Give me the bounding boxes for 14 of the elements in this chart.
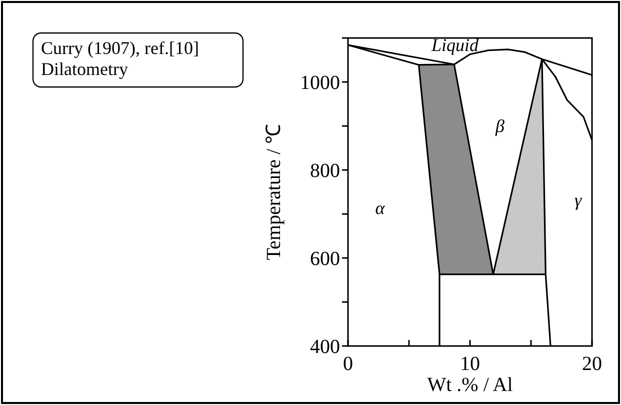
- text: Curry (1907), ref.[10] Dilatometry: [41, 38, 199, 79]
- x-tick-label: 10: [460, 353, 480, 375]
- y-tick-label: 400: [310, 336, 340, 358]
- y-tick-label: 800: [310, 160, 340, 182]
- y-tick-label: 1000: [300, 72, 340, 94]
- annotation: β: [494, 116, 505, 136]
- x-axis-title: Wt .% / Al: [427, 374, 514, 396]
- y-axis-title: Temperature / ℃: [263, 124, 285, 260]
- x-tick-label: 20: [582, 353, 602, 375]
- annotation: γ: [574, 190, 582, 210]
- y-tick-label: 600: [310, 248, 340, 270]
- annotation: α: [375, 198, 386, 218]
- x-tick-label: 0: [343, 353, 353, 375]
- annotation: Liquid: [430, 35, 480, 56]
